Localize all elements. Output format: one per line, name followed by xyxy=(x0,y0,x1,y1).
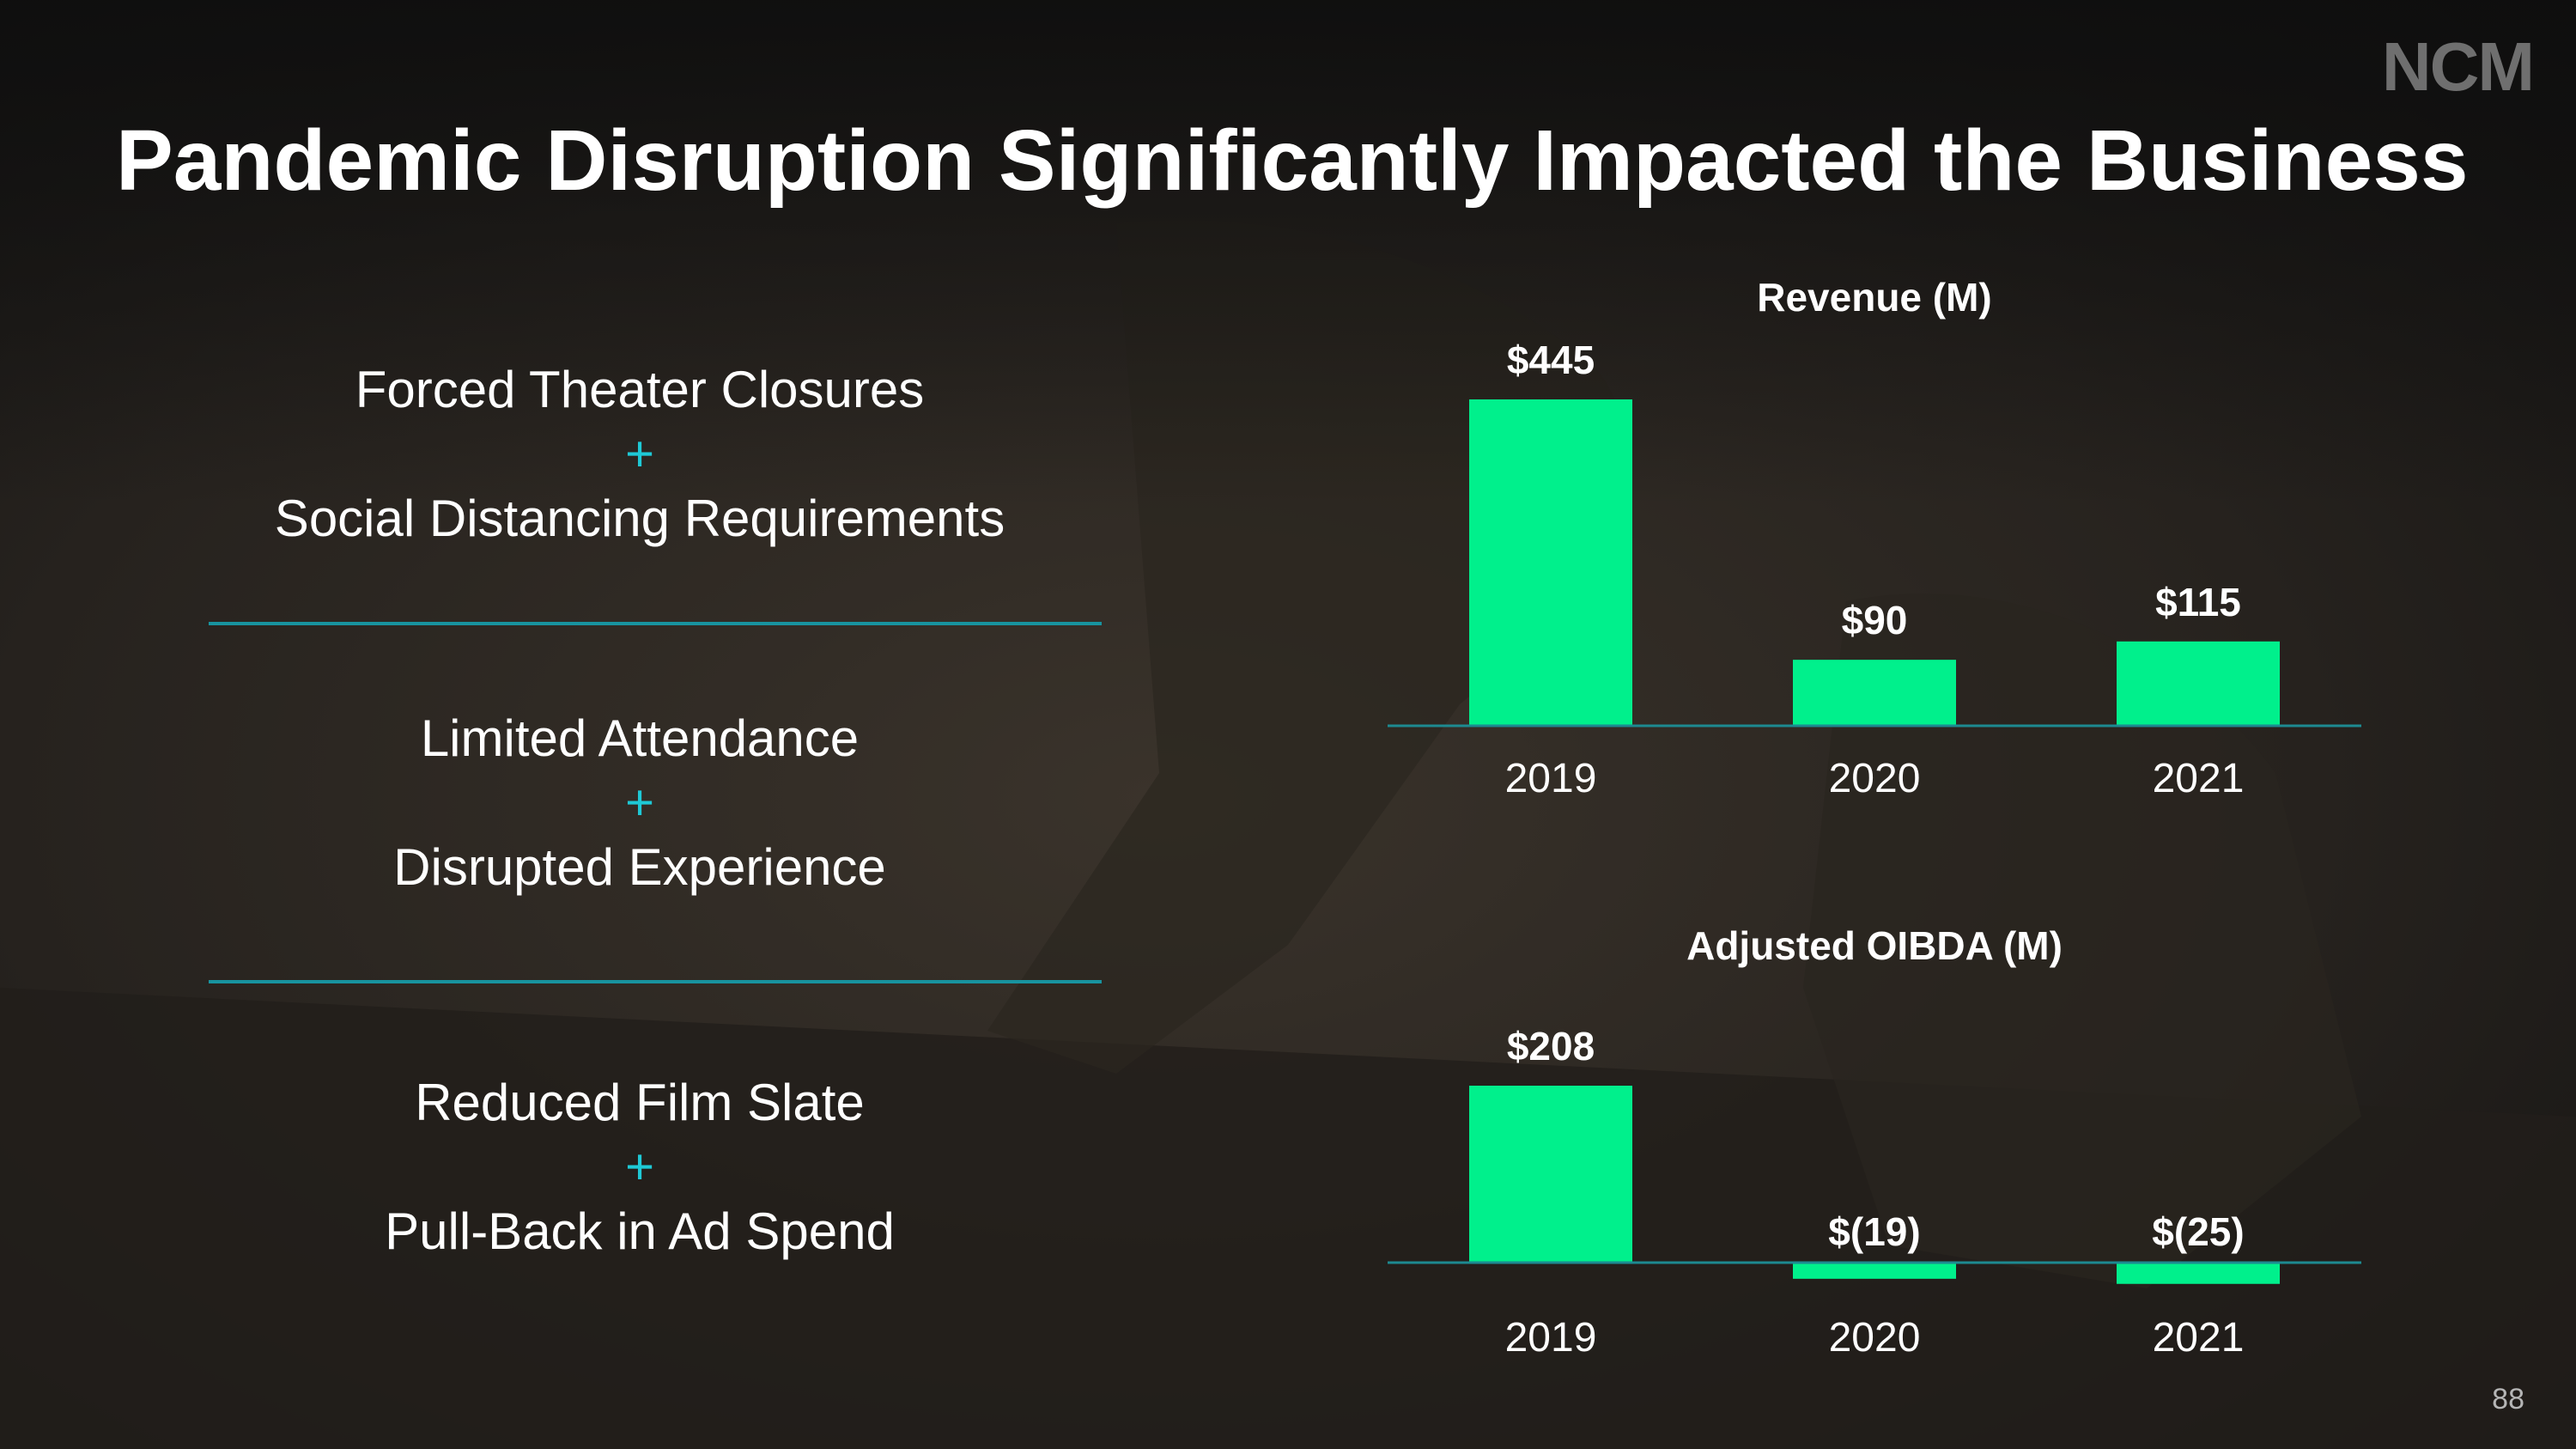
data-label: $115 xyxy=(2155,580,2241,624)
revenue-chart: Revenue (M) $445 2019 $90 2020 $115 2021 xyxy=(1388,275,2361,801)
data-label: $445 xyxy=(1507,338,1595,382)
category-label: 2021 xyxy=(2153,1315,2245,1361)
section-divider xyxy=(209,622,1102,625)
chart-title: Revenue (M) xyxy=(1757,275,1991,320)
category-label: 2019 xyxy=(1505,756,1597,801)
bullet-group-attendance: Limited Attendance + Disrupted Experienc… xyxy=(206,706,1073,900)
plus-icon: + xyxy=(625,426,654,482)
category-label: 2021 xyxy=(2153,756,2245,801)
bullet-line-2: Disrupted Experience xyxy=(393,838,886,896)
bullet-line-1: Reduced Film Slate xyxy=(415,1074,865,1131)
bar xyxy=(1469,399,1632,726)
page-title: Pandemic Disruption Significantly Impact… xyxy=(116,113,2469,209)
bar xyxy=(2117,1263,2280,1284)
category-label: 2019 xyxy=(1505,1315,1597,1361)
ncm-logo: NCM xyxy=(2381,28,2535,105)
data-label: $(19) xyxy=(1828,1209,1920,1254)
plus-icon: + xyxy=(625,775,654,831)
chart-title: Adjusted OIBDA (M) xyxy=(1686,923,2063,968)
bar xyxy=(1793,1263,1956,1279)
bullet-group-film-slate: Reduced Film Slate + Pull-Back in Ad Spe… xyxy=(206,1070,1073,1264)
oibda-chart: Adjusted OIBDA (M) $208 2019 $(19) 2020 $(25)… xyxy=(1388,923,2361,1361)
bar xyxy=(1469,1086,1632,1263)
data-label: $90 xyxy=(1842,598,1908,642)
bar xyxy=(2117,641,2280,726)
bullet-line-1: Forced Theater Closures xyxy=(355,361,925,418)
section-divider xyxy=(209,980,1102,983)
bullet-line-2: Social Distancing Requirements xyxy=(274,490,1005,547)
data-label: $(25) xyxy=(2152,1209,2244,1254)
bullet-group-closures: Forced Theater Closures + Social Distanc… xyxy=(206,357,1073,551)
bullet-line-2: Pull-Back in Ad Spend xyxy=(385,1202,895,1260)
bullet-line-1: Limited Attendance xyxy=(420,709,860,767)
page-number: 88 xyxy=(2492,1383,2524,1416)
bar xyxy=(1793,660,1956,726)
category-label: 2020 xyxy=(1829,1315,1921,1361)
data-label: $208 xyxy=(1507,1024,1595,1068)
category-label: 2020 xyxy=(1829,756,1921,801)
plus-icon: + xyxy=(625,1139,654,1195)
